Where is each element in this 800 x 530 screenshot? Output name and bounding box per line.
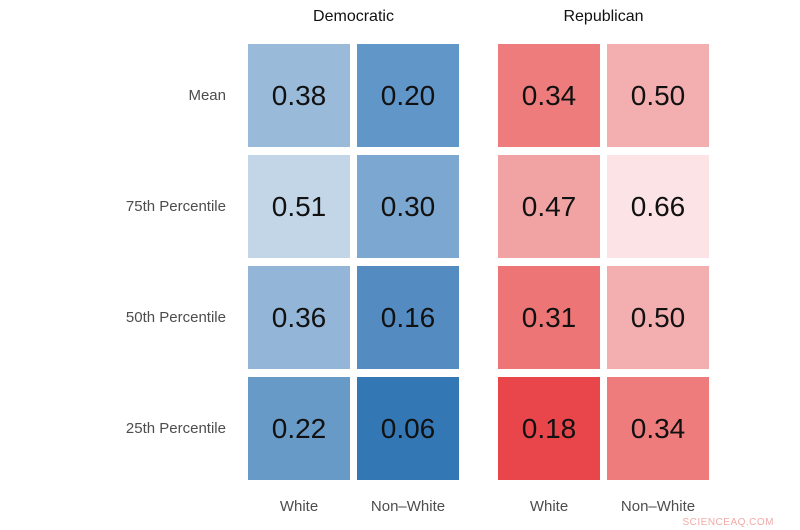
heatmap-cell: 0.47 bbox=[498, 155, 600, 258]
group-header-row: Democratic Republican bbox=[0, 8, 800, 30]
heatmap-cell: 0.06 bbox=[357, 377, 459, 480]
col-label: White bbox=[529, 498, 569, 515]
row-label: Mean bbox=[188, 87, 226, 104]
group-title-republican: Republican bbox=[563, 8, 644, 25]
row-label: 25th Percentile bbox=[125, 420, 226, 437]
heatmap-cell: 0.50 bbox=[607, 44, 709, 147]
heatmap-cell: 0.31 bbox=[498, 266, 600, 369]
heatmap-cell: 0.18 bbox=[498, 377, 600, 480]
heatmap-cell: 0.16 bbox=[357, 266, 459, 369]
heatmap-cell: 0.22 bbox=[248, 377, 350, 480]
heatmap-cell: 0.34 bbox=[498, 44, 600, 147]
row-label: 50th Percentile bbox=[125, 309, 226, 326]
row-label: 75th Percentile bbox=[125, 198, 226, 215]
col-label: Non–White bbox=[620, 498, 696, 515]
heatmap-row-25th: 25th Percentile 0.22 0.06 0.18 0.34 bbox=[0, 377, 709, 480]
heatmap-cell: 0.50 bbox=[607, 266, 709, 369]
col-label: Non–White bbox=[370, 498, 446, 515]
heatmap-grid: Mean 0.38 0.20 0.34 0.50 75th Percentile… bbox=[0, 44, 709, 480]
group-title-democratic: Democratic bbox=[313, 8, 394, 25]
heatmap-cell: 0.51 bbox=[248, 155, 350, 258]
col-label: White bbox=[279, 498, 319, 515]
heatmap-cell: 0.38 bbox=[248, 44, 350, 147]
heatmap-row-50th: 50th Percentile 0.36 0.16 0.31 0.50 bbox=[0, 266, 709, 369]
heatmap-cell: 0.34 bbox=[607, 377, 709, 480]
column-label-row: White Non–White White Non–White bbox=[0, 498, 800, 520]
watermark: SCIENCEAQ.COM bbox=[682, 517, 774, 528]
heatmap-cell: 0.66 bbox=[607, 155, 709, 258]
heatmap-row-mean: Mean 0.38 0.20 0.34 0.50 bbox=[0, 44, 709, 147]
heatmap-cell: 0.20 bbox=[357, 44, 459, 147]
heatmap-cell: 0.30 bbox=[357, 155, 459, 258]
heatmap-cell: 0.36 bbox=[248, 266, 350, 369]
heatmap-row-75th: 75th Percentile 0.51 0.30 0.47 0.66 bbox=[0, 155, 709, 258]
